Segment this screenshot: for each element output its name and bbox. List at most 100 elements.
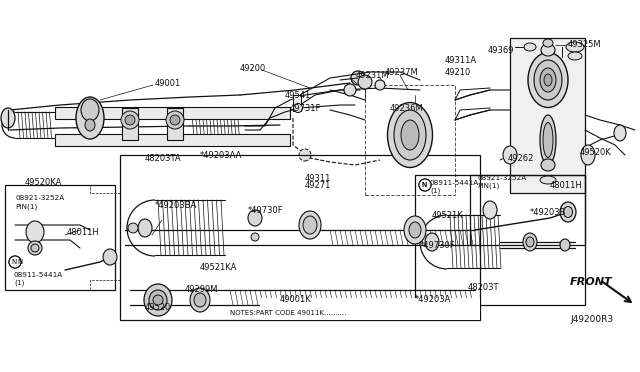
Ellipse shape	[248, 210, 262, 226]
Ellipse shape	[541, 159, 555, 171]
Text: 49521KA: 49521KA	[200, 263, 237, 273]
Ellipse shape	[28, 241, 42, 255]
Bar	[167, 108, 183, 140]
Ellipse shape	[534, 60, 562, 100]
Ellipse shape	[31, 244, 39, 252]
Text: 49520: 49520	[145, 302, 172, 311]
Ellipse shape	[543, 122, 553, 157]
Text: 49325M: 49325M	[568, 39, 602, 48]
Ellipse shape	[394, 110, 426, 160]
Text: 49731F: 49731F	[290, 103, 321, 112]
Ellipse shape	[422, 182, 429, 189]
Bar	[293, 95, 301, 111]
Ellipse shape	[190, 288, 210, 312]
Text: 49521K: 49521K	[432, 211, 464, 219]
Ellipse shape	[526, 237, 534, 247]
Text: *49730F: *49730F	[248, 205, 284, 215]
Bar	[122, 108, 138, 140]
Ellipse shape	[523, 233, 537, 251]
Ellipse shape	[540, 68, 556, 92]
Ellipse shape	[614, 125, 626, 141]
Ellipse shape	[294, 103, 303, 112]
Text: *49203BA: *49203BA	[155, 201, 197, 209]
Ellipse shape	[138, 219, 152, 237]
Ellipse shape	[543, 39, 553, 47]
Ellipse shape	[12, 259, 19, 266]
Ellipse shape	[528, 52, 568, 108]
Text: 48203T: 48203T	[468, 282, 499, 292]
Ellipse shape	[303, 216, 317, 234]
Text: PIN(1): PIN(1)	[15, 204, 37, 210]
Ellipse shape	[419, 179, 431, 191]
Text: 49210: 49210	[445, 67, 471, 77]
Text: 08921-3252A: 08921-3252A	[15, 195, 64, 201]
Ellipse shape	[503, 146, 517, 164]
Ellipse shape	[103, 249, 117, 265]
Text: 49299M: 49299M	[185, 285, 218, 295]
Text: *49203AA: *49203AA	[200, 151, 243, 160]
Text: 48011H: 48011H	[67, 228, 100, 237]
Text: 49231M: 49231M	[356, 71, 390, 80]
Bar	[510, 38, 585, 193]
Text: 49200: 49200	[240, 64, 266, 73]
Bar	[55, 107, 290, 119]
Text: 49311A: 49311A	[445, 55, 477, 64]
Ellipse shape	[425, 233, 439, 251]
Bar	[5, 185, 115, 290]
Ellipse shape	[81, 99, 99, 121]
Ellipse shape	[540, 115, 556, 165]
Ellipse shape	[401, 120, 419, 150]
Text: *49203B: *49203B	[530, 208, 566, 217]
Text: N: N	[421, 182, 426, 188]
Text: *49730F: *49730F	[420, 241, 456, 250]
Ellipse shape	[419, 179, 431, 191]
Ellipse shape	[153, 295, 163, 305]
Text: (1): (1)	[430, 188, 440, 194]
Ellipse shape	[404, 216, 426, 244]
Ellipse shape	[581, 145, 595, 165]
Text: 08911-5441A: 08911-5441A	[430, 180, 479, 186]
Ellipse shape	[76, 97, 104, 139]
Bar	[260, 298, 480, 320]
Text: 49541: 49541	[285, 90, 311, 99]
Text: 08921-3252A: 08921-3252A	[477, 175, 526, 181]
Ellipse shape	[170, 115, 180, 125]
Text: 49311: 49311	[305, 173, 332, 183]
Text: 49262: 49262	[508, 154, 534, 163]
Text: 49237M: 49237M	[385, 67, 419, 77]
Ellipse shape	[85, 119, 95, 131]
Ellipse shape	[149, 290, 167, 310]
Ellipse shape	[524, 43, 536, 51]
Ellipse shape	[299, 149, 311, 161]
Ellipse shape	[299, 211, 321, 239]
Ellipse shape	[9, 256, 21, 268]
Ellipse shape	[125, 115, 135, 125]
Text: PIN(1): PIN(1)	[477, 183, 499, 189]
Ellipse shape	[544, 74, 552, 86]
Text: 49520KA: 49520KA	[25, 177, 62, 186]
Text: N: N	[17, 259, 22, 265]
Text: (1): (1)	[14, 280, 24, 286]
Ellipse shape	[568, 52, 582, 60]
Text: 49236M: 49236M	[390, 103, 424, 112]
Ellipse shape	[121, 111, 139, 129]
Bar	[55, 134, 290, 146]
Ellipse shape	[540, 176, 556, 184]
Text: 49520K: 49520K	[580, 148, 612, 157]
Ellipse shape	[166, 111, 184, 129]
Text: NOTES:PART CODE 49011K..........: NOTES:PART CODE 49011K..........	[230, 310, 346, 316]
Ellipse shape	[563, 206, 573, 218]
Ellipse shape	[409, 222, 421, 238]
Bar	[470, 175, 585, 245]
Text: 48203TA: 48203TA	[145, 154, 182, 163]
Ellipse shape	[560, 202, 576, 222]
Text: N: N	[11, 259, 16, 265]
Ellipse shape	[560, 239, 570, 251]
Ellipse shape	[566, 42, 584, 52]
Text: *49203A: *49203A	[415, 295, 451, 305]
Ellipse shape	[375, 80, 385, 90]
Ellipse shape	[1, 108, 15, 128]
Ellipse shape	[9, 256, 21, 268]
Text: J49200R3: J49200R3	[570, 315, 613, 324]
Text: 08911-5441A: 08911-5441A	[14, 272, 63, 278]
